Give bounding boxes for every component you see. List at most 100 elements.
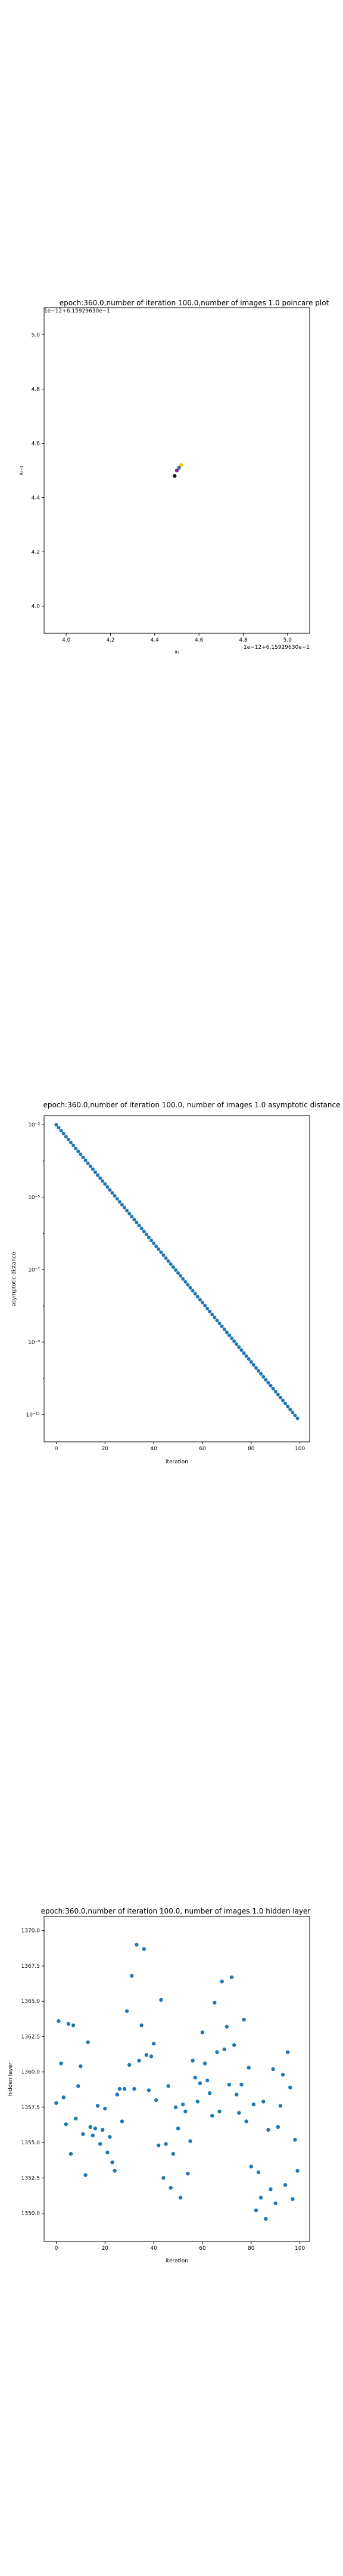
data-point: [132, 1218, 136, 1222]
data-point: [261, 1374, 266, 1379]
data-point: [61, 1132, 66, 1136]
data-point: [198, 1298, 202, 1302]
data-point: [71, 2023, 76, 2027]
data-point: [183, 2109, 188, 2114]
data-point: [166, 1259, 170, 1263]
data-point: [200, 1301, 204, 1305]
data-point: [159, 1998, 163, 2002]
data-point: [239, 2082, 244, 2087]
data-point: [239, 1348, 244, 1352]
data-point: [249, 1360, 253, 1364]
plot-frame: [43, 1115, 310, 1442]
data-point: [154, 2098, 158, 2103]
y-tick-label: 1350.0: [21, 2211, 40, 2217]
data-point: [115, 2092, 119, 2097]
data-point: [88, 1164, 92, 1168]
data-point: [113, 1194, 117, 1198]
data-point: [205, 2078, 210, 2083]
data-point: [169, 2185, 173, 2190]
data-point: [113, 2169, 117, 2173]
data-point: [54, 2101, 58, 2105]
data-point: [135, 1943, 139, 1947]
data-point: [183, 1280, 188, 1284]
data-point: [71, 1144, 76, 1148]
data-point: [79, 2064, 83, 2069]
data-point: [269, 2187, 273, 2191]
data-point: [95, 2104, 100, 2108]
data-point: [205, 1306, 210, 1311]
y-tick-label: 10⁻⁷: [28, 1267, 40, 1273]
data-point: [266, 2128, 270, 2132]
data-point: [103, 1182, 107, 1186]
data-point: [276, 1392, 280, 1397]
x-axis-label: xₜ: [174, 649, 179, 655]
y-tick-label: 10⁻³: [28, 1122, 40, 1128]
y-tick-label: 1365.0: [21, 1999, 40, 2005]
data-point: [220, 1979, 224, 1984]
data-point: [91, 2134, 95, 2138]
data-point: [68, 2151, 73, 2156]
x-tick-label: 60: [199, 2246, 206, 2252]
data-point: [242, 1351, 246, 1355]
data-point: [76, 1149, 80, 1153]
y-tick-label: 1367.5: [21, 1964, 40, 1970]
data-point: [73, 2116, 78, 2121]
data-point: [122, 2086, 127, 2091]
data-point: [278, 1395, 282, 1400]
data-point: [229, 1975, 234, 1980]
data-point: [251, 1363, 255, 1367]
data-point: [132, 2086, 136, 2091]
data-point: [123, 1206, 127, 1210]
hidden-layer-plot: epoch:360.0,number of iteration 100.0, n…: [8, 1907, 311, 2264]
data-point: [269, 1383, 273, 1388]
y-tick-label: 4.6: [32, 441, 40, 447]
data-point: [247, 2066, 251, 2070]
data-point: [149, 1239, 154, 1243]
data-point: [137, 1224, 141, 1228]
data-point: [286, 1404, 290, 1408]
data-point: [244, 1354, 248, 1358]
data-point: [242, 2017, 246, 2022]
data-point: [173, 473, 177, 478]
data-point: [273, 1389, 277, 1394]
data-point: [74, 1146, 78, 1150]
data-point: [200, 2030, 205, 2035]
data-point: [96, 1173, 100, 1177]
x-tick-label: 0: [55, 2246, 58, 2252]
y-tick-label: 4.2: [32, 550, 40, 556]
data-point: [171, 2151, 176, 2156]
data-point: [195, 2100, 199, 2104]
data-point: [181, 2102, 185, 2107]
data-point: [176, 2126, 180, 2131]
chart-title: epoch:360.0,number of iteration 100.0, n…: [41, 1907, 311, 1915]
x-tick-label: 40: [150, 1446, 157, 1452]
data-point: [235, 2092, 239, 2097]
y-tick-label: 1352.5: [21, 2175, 40, 2181]
data-point: [154, 1244, 158, 1249]
y-tick-label: 1357.5: [21, 2105, 40, 2111]
data-point: [178, 2196, 183, 2200]
data-point: [108, 2135, 112, 2139]
data-point: [173, 2105, 178, 2110]
x-tick-label: 4.0: [62, 637, 71, 643]
data-point: [159, 1250, 163, 1255]
data-point: [86, 1161, 90, 1165]
data-point: [98, 1176, 102, 1180]
offset-label: 1e−12+6.15929630e−1: [244, 645, 310, 651]
data-point: [61, 2095, 66, 2100]
y-tick-label: 10⁻¹¹: [26, 1412, 40, 1418]
chart-title: epoch:360.0,number of iteration 100.0, n…: [43, 1101, 340, 1109]
data-point: [173, 1268, 177, 1272]
data-point: [181, 1277, 185, 1281]
data-point: [276, 2125, 280, 2129]
data-point: [157, 2143, 161, 2148]
data-point: [195, 1295, 199, 1299]
data-point: [191, 2058, 195, 2063]
data-point: [161, 1253, 166, 1257]
poincare-plot: epoch:360.0,number of iteration 100.0,nu…: [18, 299, 329, 655]
data-point: [251, 2102, 256, 2107]
data-point: [54, 1123, 58, 1127]
plot-frame: [43, 307, 310, 634]
data-point: [193, 1292, 197, 1296]
data-point: [144, 1233, 148, 1237]
